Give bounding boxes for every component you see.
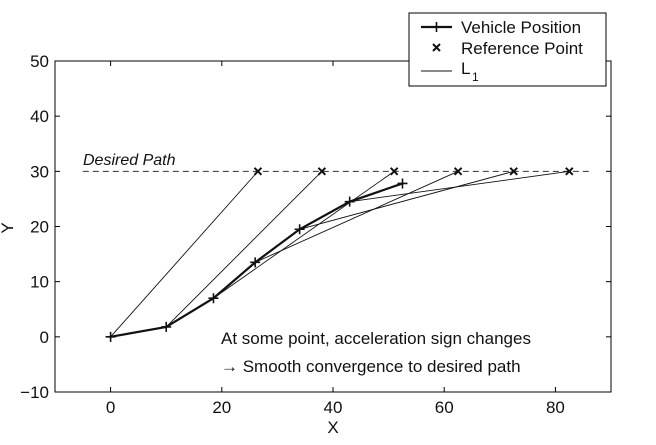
annotation-line-2: → Smooth convergence to desired path bbox=[221, 357, 521, 376]
l1-segment bbox=[213, 170, 395, 299]
reference-point bbox=[317, 167, 327, 176]
reference-point bbox=[509, 167, 518, 176]
l1-lines bbox=[110, 170, 570, 338]
y-tick-label: 20 bbox=[30, 218, 49, 237]
legend: Vehicle Position Reference Point L 1 bbox=[408, 12, 607, 87]
vehicle-position-point bbox=[344, 196, 355, 207]
annotation-line-1: At some point, acceleration sign changes bbox=[221, 329, 531, 348]
x-tick-label: 80 bbox=[546, 398, 565, 417]
y-tick-label: 0 bbox=[40, 328, 49, 347]
vehicle-position-point bbox=[208, 293, 219, 304]
l1-segment bbox=[254, 170, 459, 263]
vehicle-position-point bbox=[161, 321, 172, 332]
legend-reference-label: Reference Point bbox=[461, 39, 583, 58]
vehicle-position-markers bbox=[105, 178, 408, 342]
y-tick-label: 40 bbox=[30, 107, 49, 126]
x-axis-label: X bbox=[327, 418, 338, 437]
y-tick-label: 30 bbox=[30, 162, 49, 181]
y-tick-label: 10 bbox=[30, 273, 49, 292]
plot-area: 0 20 40 60 80 −10 0 10 20 30 40 50 Desired Path At … bbox=[20, 52, 612, 417]
legend-vehicle-label: Vehicle Position bbox=[461, 18, 581, 37]
x-tick-label: 40 bbox=[324, 398, 343, 417]
vehicle-position-point bbox=[250, 257, 261, 268]
desired-path-label: Desired Path bbox=[83, 152, 176, 169]
vehicle-position-point bbox=[294, 224, 305, 235]
reference-point bbox=[453, 167, 463, 176]
y-tick-label: 50 bbox=[30, 52, 49, 71]
legend-l1-label: L bbox=[461, 59, 470, 78]
vehicle-position-point bbox=[105, 331, 116, 342]
legend-vehicle-marker bbox=[431, 22, 442, 32]
x-tick-label: 60 bbox=[435, 398, 454, 417]
l1-segment bbox=[165, 171, 323, 328]
reference-point bbox=[389, 167, 399, 176]
vehicle-position-line bbox=[110, 182, 403, 338]
l1-segment bbox=[299, 170, 514, 230]
l1-segment bbox=[110, 171, 259, 338]
tick-labels: 0 20 40 60 80 −10 0 10 20 30 40 50 bbox=[20, 52, 565, 417]
legend-reference-marker bbox=[432, 43, 441, 52]
vehicle-position-point bbox=[397, 178, 408, 189]
y-tick-label: −10 bbox=[20, 383, 49, 402]
legend-box bbox=[408, 12, 607, 87]
legend-l1-subscript: 1 bbox=[472, 70, 479, 84]
x-tick-label: 0 bbox=[106, 398, 115, 417]
x-tick-label: 20 bbox=[212, 398, 231, 417]
reference-point bbox=[253, 167, 263, 176]
reference-point bbox=[565, 167, 574, 176]
reference-point-markers bbox=[253, 167, 574, 176]
y-axis-label: Y bbox=[0, 222, 17, 233]
l1-segment bbox=[349, 170, 570, 203]
